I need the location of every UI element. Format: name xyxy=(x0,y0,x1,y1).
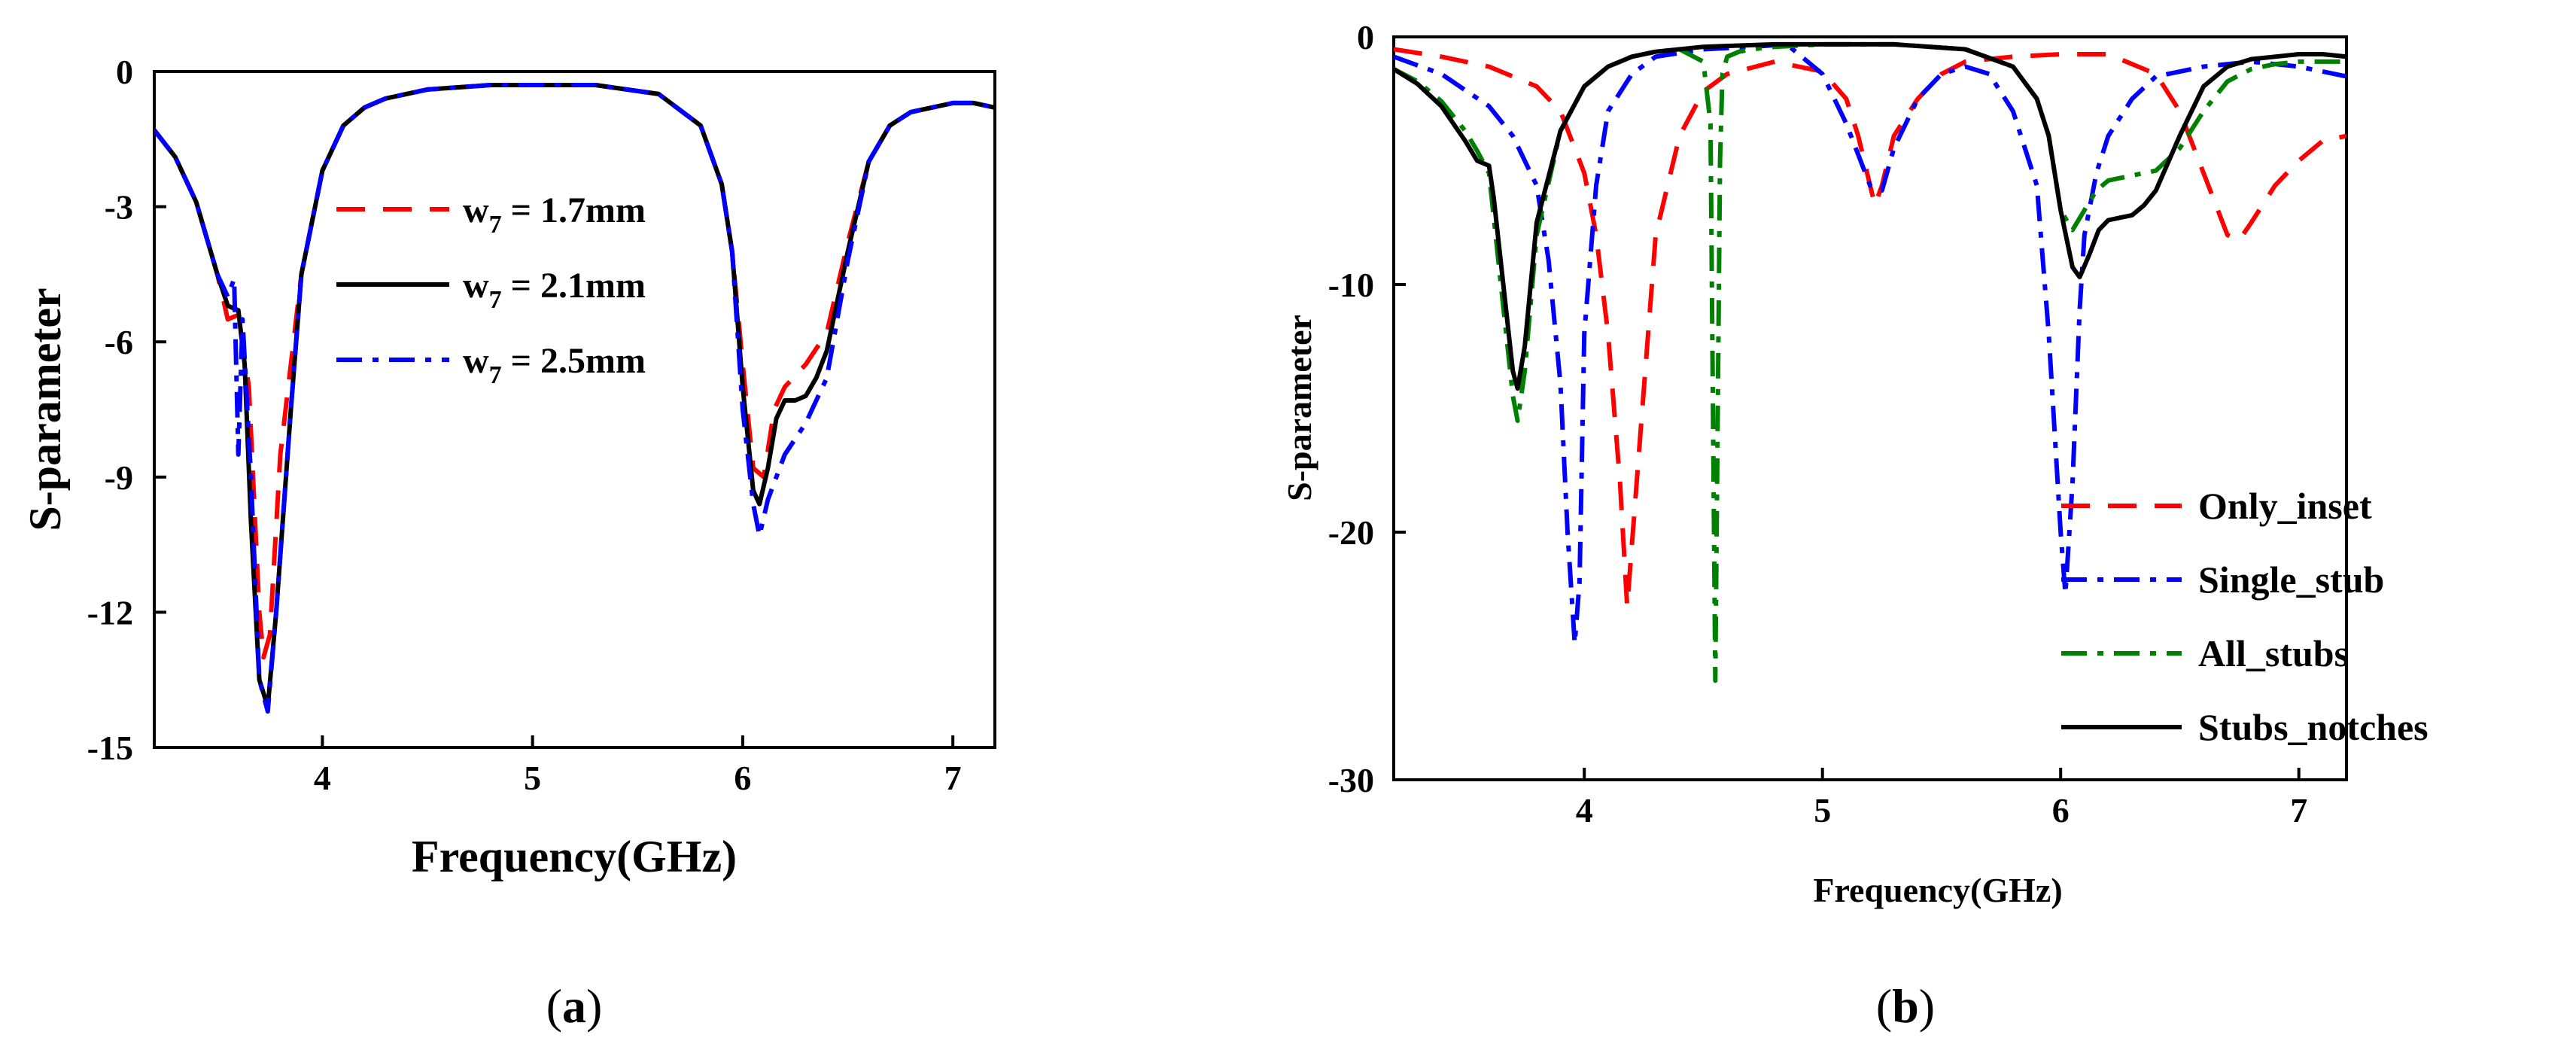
chart-panel-a: 4 5 6 7 0 -3 -6 -9 -12 -15 S-parameter Frequency(… xyxy=(20,53,996,1033)
legend-label-a-1: w7 = 1.7mm xyxy=(463,190,646,239)
legend-label-b-4: Stubs_notches xyxy=(2198,706,2428,748)
y-tick-label-a: -15 xyxy=(87,729,133,767)
series-line-b-2 xyxy=(1394,41,2346,646)
series-line-b-3 xyxy=(1394,41,2346,683)
legend-label-b-1: Only_inset xyxy=(2198,485,2372,527)
series-group-a xyxy=(154,83,995,714)
series-line-a-3 xyxy=(154,83,995,714)
x-tick-label-b: 4 xyxy=(1576,791,1593,829)
legend-b: Only_inset Single_stub All_stubs Stubs_notc… xyxy=(2061,485,2428,748)
y-tick-label-b: -30 xyxy=(1328,761,1374,799)
y-axis-label-a: S-parameter xyxy=(20,288,70,531)
panel-label-b: (b) xyxy=(1876,979,1935,1033)
x-tick-label-b: 6 xyxy=(2052,791,2070,829)
x-tick-label-b: 7 xyxy=(2290,791,2307,829)
ticks-group-a: 4 5 6 7 0 -3 -6 -9 -12 -15 xyxy=(87,53,962,797)
x-tick-label-a: 6 xyxy=(734,759,751,797)
legend-label-b-2: Single_stub xyxy=(2198,559,2384,601)
plot-frame-a xyxy=(153,70,996,749)
legend-a: w7 = 1.7mm w7 = 2.1mm w7 = 2.5mm xyxy=(336,190,646,389)
panel-label-b-letter: b xyxy=(1892,979,1919,1033)
ticks-group-b: 4 5 6 7 0 -10 -20 -30 xyxy=(1328,18,2308,829)
legend-label-b-3: All_stubs xyxy=(2198,632,2349,674)
panel-label-a-letter: a xyxy=(562,979,586,1033)
y-tick-label-b: -20 xyxy=(1328,513,1374,552)
y-axis-label-b: S-parameter xyxy=(1280,315,1318,501)
plot-frame-b xyxy=(1392,35,2348,781)
x-tick-label-a: 5 xyxy=(524,759,541,797)
panel-label-a: (a) xyxy=(546,979,603,1033)
chart-panel-b: 4 5 6 7 0 -10 -20 -30 S-parameter Frequency(GHz… xyxy=(1280,18,2428,1033)
x-tick-label-a: 4 xyxy=(314,759,331,797)
y-tick-label-b: 0 xyxy=(1357,18,1374,56)
legend-label-a-3: w7 = 2.5mm xyxy=(463,341,646,389)
x-axis-label-a: Frequency(GHz) xyxy=(412,832,737,881)
y-tick-label-b: -10 xyxy=(1328,266,1374,304)
x-tick-label-b: 5 xyxy=(1814,791,1831,829)
y-tick-label-a: 0 xyxy=(116,53,133,91)
y-tick-label-a: -6 xyxy=(105,323,133,361)
legend-label-a-2: w7 = 2.1mm xyxy=(463,266,646,314)
y-tick-label-a: -3 xyxy=(105,188,133,227)
x-axis-label-b: Frequency(GHz) xyxy=(1813,871,2062,909)
series-group-b xyxy=(1394,41,2346,683)
series-line-b-4 xyxy=(1394,41,2346,391)
x-tick-label-a: 7 xyxy=(944,759,962,797)
y-tick-label-a: -12 xyxy=(87,593,133,632)
y-tick-label-a: -9 xyxy=(105,458,133,497)
